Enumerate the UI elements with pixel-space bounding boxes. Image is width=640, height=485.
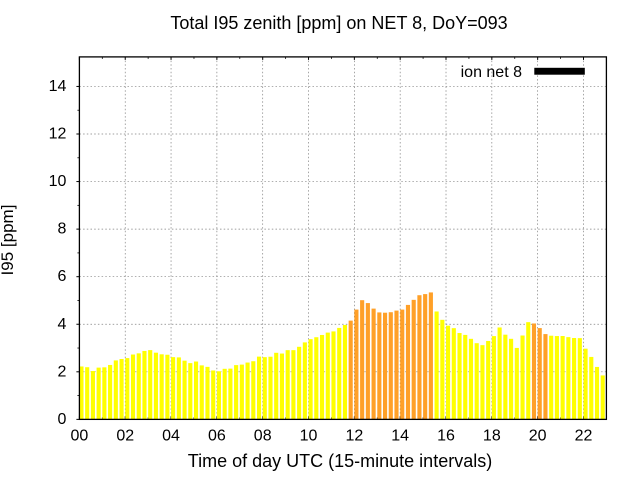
svg-text:22: 22 xyxy=(575,427,593,444)
svg-text:04: 04 xyxy=(162,427,180,444)
svg-text:08: 08 xyxy=(254,427,272,444)
svg-text:14: 14 xyxy=(391,427,409,444)
svg-text:14: 14 xyxy=(49,78,67,95)
svg-text:6: 6 xyxy=(57,268,66,285)
svg-text:10: 10 xyxy=(49,173,67,190)
svg-text:12: 12 xyxy=(49,126,67,143)
svg-text:10: 10 xyxy=(300,427,318,444)
svg-text:20: 20 xyxy=(529,427,547,444)
svg-text:I95 [ppm]: I95 [ppm] xyxy=(0,205,17,276)
svg-text:ion net 8: ion net 8 xyxy=(461,64,522,81)
svg-text:16: 16 xyxy=(437,427,455,444)
svg-text:2: 2 xyxy=(57,363,66,380)
svg-text:18: 18 xyxy=(483,427,501,444)
svg-text:Time of day UTC (15-minute int: Time of day UTC (15-minute intervals) xyxy=(188,451,492,471)
svg-text:Total I95 zenith [ppm] on NET: Total I95 zenith [ppm] on NET 8, DoY=093 xyxy=(170,13,507,33)
svg-text:06: 06 xyxy=(208,427,226,444)
svg-text:00: 00 xyxy=(71,427,89,444)
svg-text:0: 0 xyxy=(57,411,66,428)
svg-text:4: 4 xyxy=(57,316,66,333)
svg-text:12: 12 xyxy=(345,427,363,444)
svg-text:8: 8 xyxy=(57,221,66,238)
svg-text:02: 02 xyxy=(116,427,134,444)
